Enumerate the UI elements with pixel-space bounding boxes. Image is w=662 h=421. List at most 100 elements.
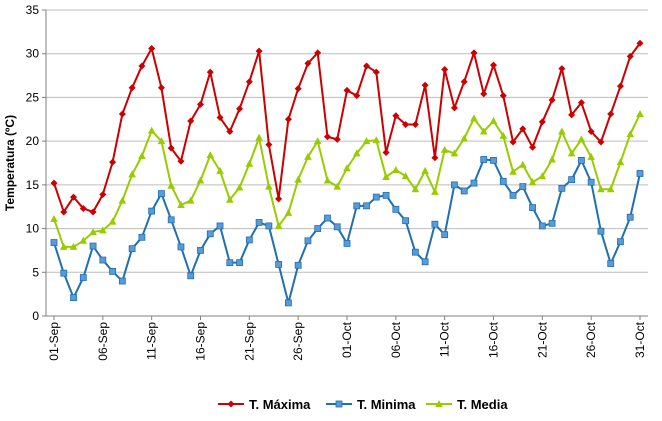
data-point (147, 126, 156, 134)
data-point (479, 127, 488, 135)
data-point (451, 181, 458, 189)
data-point (343, 164, 351, 172)
legend-item-media: T. Media (426, 397, 508, 412)
data-point (538, 172, 547, 180)
series-media (50, 110, 644, 250)
data-point (148, 44, 156, 52)
y-tick-label: 15 (26, 178, 40, 192)
data-point (490, 156, 497, 164)
data-point (118, 196, 127, 204)
data-point (235, 183, 244, 191)
data-point (118, 110, 126, 118)
data-point (489, 117, 498, 125)
data-point (99, 190, 107, 198)
data-point (323, 133, 331, 141)
data-point (197, 247, 204, 254)
data-point (431, 220, 439, 228)
data-point (79, 274, 87, 281)
x-tick-label: 11-Oct (438, 321, 452, 357)
plot-area (46, 10, 648, 316)
data-point (177, 157, 185, 165)
data-point (206, 230, 214, 238)
data-point (89, 242, 97, 250)
data-point (60, 269, 68, 277)
gridlines (46, 9, 648, 273)
y-tick-label: 0 (32, 309, 39, 323)
data-point (167, 144, 175, 152)
data-point (245, 78, 253, 86)
data-point (167, 181, 175, 189)
data-point (70, 193, 78, 201)
data-point (616, 82, 624, 90)
data-point (401, 172, 410, 180)
data-point (528, 178, 537, 186)
x-axis-ticks: 01-Sep 06-Sep 11-Sep 16-Sep 21-Sep 26-Sep 01-O… (47, 316, 647, 361)
data-point (50, 214, 58, 222)
data-point (558, 65, 566, 73)
data-point (128, 170, 136, 178)
x-tick-label: 26-Sep (291, 322, 305, 361)
data-point (626, 52, 634, 60)
data-point (265, 141, 273, 149)
data-point (490, 61, 497, 69)
y-axis-ticks: 0 5 10 15 20 25 30 35 (26, 3, 46, 323)
data-point (353, 92, 361, 100)
data-point (450, 149, 459, 157)
data-point (450, 104, 458, 112)
data-point (421, 166, 429, 174)
data-point (226, 195, 234, 203)
data-point (187, 117, 195, 125)
data-point (568, 111, 576, 119)
data-point (509, 167, 517, 175)
data-point (519, 183, 527, 191)
data-point (460, 187, 468, 195)
data-point (138, 233, 146, 241)
data-point (177, 243, 185, 251)
x-tick-label: 21-Sep (242, 322, 256, 361)
legend-swatch-marker (227, 400, 235, 408)
data-point (587, 178, 595, 186)
data-point (548, 219, 556, 227)
x-tick-label: 21-Oct (535, 321, 549, 358)
data-point (333, 223, 341, 231)
data-point (206, 68, 214, 76)
data-point (636, 170, 644, 177)
series-max (50, 39, 644, 216)
data-point (567, 149, 576, 157)
data-point (50, 239, 58, 246)
data-point (372, 136, 381, 144)
data-point (431, 154, 439, 162)
legend-swatch-marker (335, 400, 343, 408)
data-point (499, 131, 508, 139)
x-tick-label: 26-Oct (584, 321, 598, 358)
data-point (157, 84, 165, 92)
data-point (216, 222, 224, 230)
data-point (499, 92, 507, 100)
data-point (372, 193, 380, 201)
data-point (616, 158, 625, 166)
data-point (353, 202, 361, 210)
series-layer (50, 39, 644, 307)
data-point (216, 114, 224, 122)
data-point (519, 125, 527, 133)
x-tick-label: 01-Oct (340, 321, 354, 358)
data-point (255, 219, 263, 226)
data-point (294, 261, 302, 269)
data-point (411, 121, 419, 129)
data-point (470, 114, 478, 122)
data-point (362, 137, 371, 145)
data-point (626, 130, 635, 138)
data-point (578, 156, 585, 164)
data-point (529, 143, 537, 151)
data-point (372, 68, 380, 76)
data-point (636, 39, 644, 47)
data-point (509, 191, 517, 199)
data-point (304, 237, 312, 245)
data-point (343, 240, 351, 247)
data-point (99, 226, 107, 234)
legend-item-min: T. Minima (326, 397, 416, 412)
data-point (421, 81, 429, 89)
data-point (558, 127, 566, 135)
axes (45, 10, 648, 317)
legend: T. Máxima T. Minima T. Media (218, 397, 508, 412)
